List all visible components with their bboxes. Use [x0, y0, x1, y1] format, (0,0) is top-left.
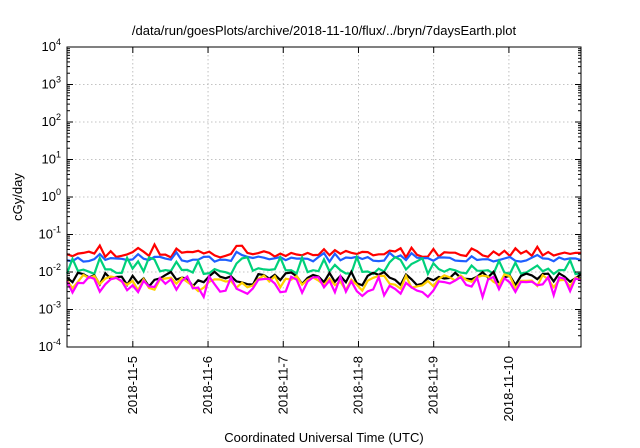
y-tick-label: 10-3 — [39, 300, 61, 317]
series-line — [66, 273, 582, 301]
y-tick-label: 101 — [42, 150, 61, 167]
y-tick-label: 10-4 — [39, 337, 61, 354]
x-axis: 2018-11-5 2018-11-6 2018-11-7 2018-11-8 2018… — [125, 47, 516, 422]
x-tick-label: 2018-11-6 — [200, 356, 215, 414]
y-tick-label: 10-2 — [39, 262, 61, 279]
x-tick-label: 2018-11-8 — [350, 356, 365, 414]
series-line — [65, 253, 582, 277]
x-tick-label: 2018-11-5 — [125, 356, 140, 414]
y-axis-label: cGy/day — [10, 173, 25, 221]
x-tick-label: 2018-11-10 — [501, 356, 516, 422]
y-tick-label: 10-1 — [39, 225, 61, 242]
y-tick-label: 100 — [42, 187, 61, 204]
y-tick-label: 104 — [42, 37, 61, 54]
series-line — [66, 242, 582, 260]
x-tick-label: 2018-11-7 — [275, 356, 290, 414]
x-axis-label: Coordinated Universal Time (UTC) — [224, 430, 423, 445]
grid-lines — [67, 47, 581, 347]
y-tick-label: 103 — [42, 75, 61, 92]
y-tick-label: 102 — [42, 112, 61, 129]
series-group — [65, 242, 582, 301]
y-axis: 10-4 10-3 10-2 10-1 100 101 102 103 104 — [39, 37, 581, 354]
x-tick-label: 2018-11-9 — [426, 356, 441, 414]
chart-title: /data/run/goesPlots/archive/2018-11-10/f… — [132, 23, 517, 38]
series-line — [66, 269, 582, 289]
